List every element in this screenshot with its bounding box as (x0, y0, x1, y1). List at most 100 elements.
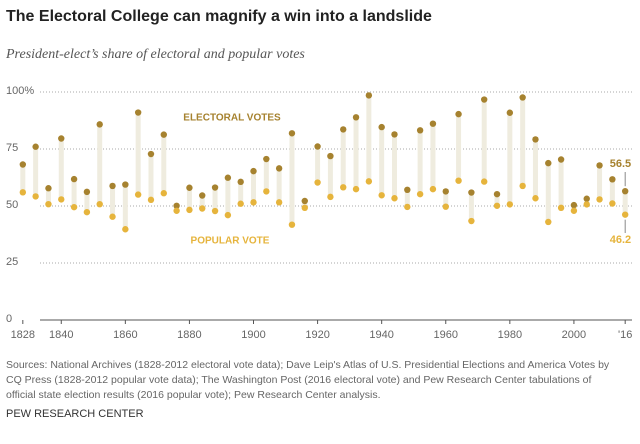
dot (557, 156, 565, 163)
connector (238, 181, 244, 204)
y-tick-label: 25 (6, 256, 18, 268)
dot (147, 150, 155, 158)
dot (58, 135, 65, 142)
value-label: 46.2 (610, 234, 631, 246)
dot (301, 197, 308, 205)
dot (147, 196, 155, 204)
dot (429, 120, 437, 127)
dot (45, 185, 52, 192)
connector (33, 146, 39, 197)
dot (19, 189, 27, 196)
dot (404, 203, 411, 211)
x-tick-label: 1880 (177, 329, 201, 341)
connector (20, 164, 26, 193)
dot (506, 201, 514, 208)
dot (58, 196, 65, 203)
connector (212, 187, 218, 212)
connector (45, 188, 51, 205)
connector (443, 191, 449, 207)
dot (570, 207, 578, 214)
y-tick-label: 0 (6, 313, 12, 325)
dot (391, 131, 398, 138)
dot (570, 201, 578, 209)
connector (122, 184, 128, 230)
connector (366, 95, 372, 182)
dot (224, 211, 232, 219)
dot (557, 204, 565, 212)
dot (609, 200, 616, 207)
dot (32, 193, 39, 200)
dot (109, 182, 116, 190)
x-tick-label: 1920 (305, 329, 329, 341)
connector (315, 146, 321, 183)
credit: PEW RESEARCH CENTER (6, 408, 144, 420)
connector (327, 156, 333, 197)
connector (456, 114, 462, 181)
connector (417, 130, 423, 195)
source-note: Sources: National Archives (1828-2012 el… (6, 359, 610, 401)
x-tick-label: 1960 (434, 329, 458, 341)
connector (71, 179, 77, 208)
dot (442, 188, 449, 195)
dot (609, 176, 616, 183)
dot (596, 196, 603, 203)
connector (481, 99, 487, 182)
dot (199, 205, 206, 212)
dot (327, 193, 334, 201)
dot (186, 184, 193, 191)
connector (494, 194, 500, 206)
dot (468, 189, 475, 196)
dot (70, 175, 78, 183)
value-label: 56.5 (610, 158, 631, 170)
dot (340, 184, 347, 191)
connector (622, 191, 628, 215)
connector (161, 134, 167, 194)
dot (314, 143, 321, 150)
connector (186, 187, 192, 210)
x-tick-label: 1980 (498, 329, 522, 341)
dot (263, 155, 270, 163)
dot (583, 201, 590, 208)
series-label: POPULAR VOTE (191, 236, 270, 247)
dot (596, 162, 603, 169)
dot (250, 199, 257, 206)
dot (160, 131, 167, 138)
dot (186, 206, 193, 214)
connector (148, 154, 154, 200)
x-tick-label: 2000 (562, 329, 586, 341)
dot (621, 211, 629, 218)
connector (545, 163, 551, 222)
dot (109, 213, 116, 220)
dot (301, 204, 308, 212)
connector (430, 123, 436, 190)
dot (391, 195, 398, 202)
dot (621, 187, 629, 195)
y-tick-label: 50 (6, 199, 18, 211)
dot (211, 207, 219, 215)
connector (302, 200, 308, 208)
connector (110, 185, 116, 217)
dot (468, 217, 475, 225)
dot (404, 186, 411, 194)
dot (327, 152, 334, 160)
dot (532, 195, 539, 202)
dot (493, 190, 501, 198)
dot (173, 207, 180, 214)
dot (532, 136, 539, 143)
dot (83, 188, 91, 196)
connector (609, 179, 615, 204)
dot (288, 221, 296, 228)
y-tick-label: 75 (6, 142, 18, 154)
dot (134, 109, 142, 116)
dot (122, 226, 129, 233)
dot (429, 185, 437, 193)
dot (134, 191, 142, 198)
dot (45, 200, 52, 208)
connector (468, 192, 474, 222)
dot (378, 123, 385, 131)
chart-subtitle: President-elect’s share of electoral and… (6, 47, 305, 62)
x-tick-label: 1828 (11, 329, 35, 341)
dot (314, 179, 321, 186)
dot (263, 188, 270, 195)
x-tick-label: '16 (618, 329, 632, 341)
